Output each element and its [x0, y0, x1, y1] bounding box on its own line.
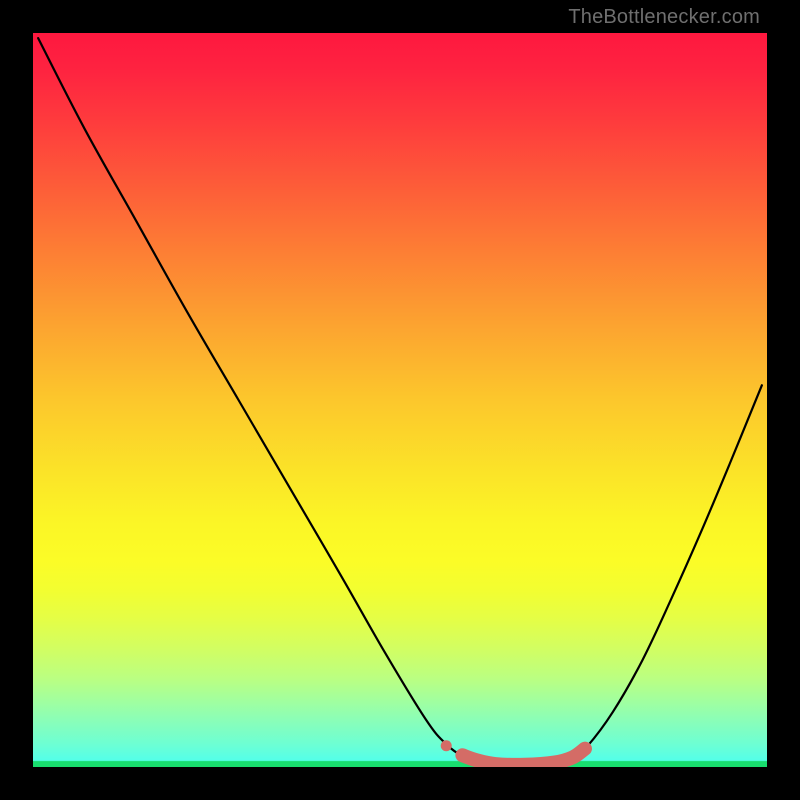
green-bottom-band — [33, 761, 767, 767]
marker-dot — [441, 740, 452, 751]
plot-area — [33, 33, 767, 767]
bottleneck-curve — [38, 38, 762, 765]
highlight-segment — [462, 749, 585, 765]
curves-layer — [33, 33, 767, 767]
chart-container: TheBottlenecker.com — [0, 0, 800, 800]
watermark-text: TheBottlenecker.com — [568, 6, 760, 29]
